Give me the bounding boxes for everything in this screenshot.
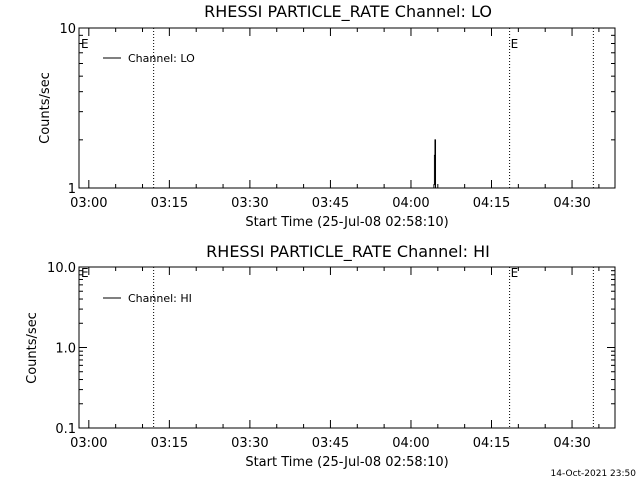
x-tick-label: 04:15: [473, 436, 510, 451]
series-line: [433, 139, 437, 188]
x-tick-label: 03:30: [231, 196, 268, 211]
panel-lo-chart: RHESSI PARTICLE_RATE Channel: LO 1 10 03:…: [38, 2, 616, 230]
legend-entry: Channel: HI: [128, 292, 192, 305]
left-flag: E: [81, 37, 89, 51]
left-flag: E: [81, 266, 89, 280]
data-series: [433, 139, 437, 188]
x-tick-label: 04:30: [553, 436, 590, 451]
event-lines: E: [153, 266, 594, 428]
y-tick-label: 1: [68, 182, 76, 197]
legend-entry: Channel: LO: [128, 52, 195, 65]
chart-title: RHESSI PARTICLE_RATE Channel: LO: [204, 2, 492, 22]
generation-timestamp: 14-Oct-2021 23:50: [551, 469, 637, 479]
event-flag: E: [511, 37, 519, 51]
x-tick-label: 03:30: [231, 436, 268, 451]
event-flag: E: [511, 266, 519, 280]
y-axis-label: Counts/sec: [38, 72, 53, 144]
y-tick-label: 1.0: [55, 342, 76, 357]
y-tick-label: 10.0: [47, 261, 76, 276]
x-axis-label: Start Time (25-Jul-08 02:58:10): [245, 215, 448, 230]
x-tick-label: 03:00: [70, 436, 107, 451]
y-tick-label: 10: [59, 22, 76, 37]
x-axis-ticks: 03:00 03:15 03:30 03:45 04:00 04:15 04:30: [70, 267, 600, 451]
y-axis-ticks: 1 10: [59, 22, 615, 197]
x-tick-label: 03:00: [70, 196, 107, 211]
x-tick-label: 03:15: [151, 196, 188, 211]
x-tick-label: 04:15: [473, 196, 510, 211]
x-axis-ticks: 03:00 03:15 03:30 03:45 04:00 04:15 04:30: [70, 28, 600, 211]
x-tick-label: 03:45: [312, 436, 349, 451]
y-tick-label: 0.1: [55, 422, 76, 437]
y-axis-ticks: 0.1 1.0 10.0: [47, 261, 615, 437]
x-tick-label: 04:00: [392, 196, 429, 211]
x-tick-label: 04:00: [392, 436, 429, 451]
panel-hi-chart: RHESSI PARTICLE_RATE Channel: HI 0.1 1.0 1…: [25, 242, 616, 470]
plot-frame: [78, 27, 616, 189]
event-lines: E: [153, 28, 594, 188]
x-tick-label: 03:45: [312, 196, 349, 211]
x-axis-label: Start Time (25-Jul-08 02:58:10): [245, 455, 448, 470]
x-tick-label: 04:30: [553, 196, 590, 211]
y-axis-label: Counts/sec: [25, 312, 40, 384]
chart-title: RHESSI PARTICLE_RATE Channel: HI: [206, 242, 490, 262]
x-tick-label: 03:15: [151, 436, 188, 451]
